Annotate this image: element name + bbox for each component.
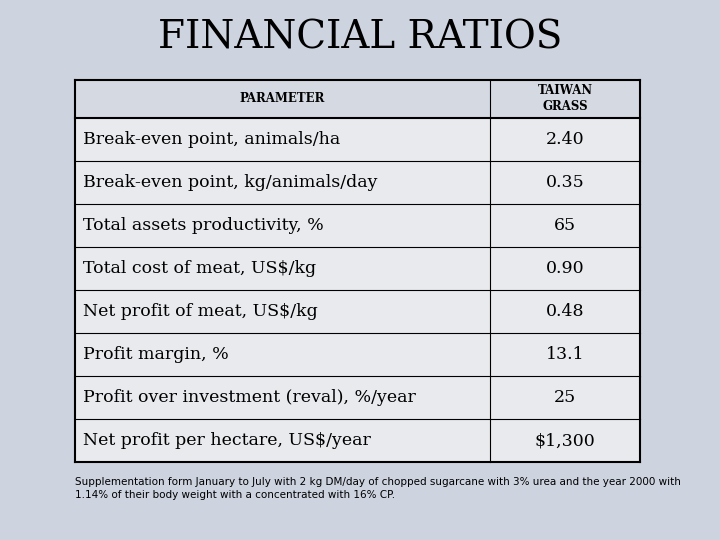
Text: 25: 25	[554, 389, 576, 406]
Text: 0.48: 0.48	[546, 303, 585, 320]
Text: 0.90: 0.90	[546, 260, 585, 277]
Text: FINANCIAL RATIOS: FINANCIAL RATIOS	[158, 19, 562, 57]
Text: 65: 65	[554, 217, 576, 234]
Text: Total assets productivity, %: Total assets productivity, %	[83, 217, 324, 234]
Text: Profit margin, %: Profit margin, %	[83, 346, 229, 363]
Text: 0.35: 0.35	[546, 174, 585, 191]
Text: Net profit per hectare, US$/year: Net profit per hectare, US$/year	[83, 432, 371, 449]
Text: $1,300: $1,300	[535, 432, 595, 449]
Text: Total cost of meat, US$/kg: Total cost of meat, US$/kg	[83, 260, 316, 277]
Bar	[75, 80, 640, 462]
Text: Break-even point, animals/ha: Break-even point, animals/ha	[83, 131, 341, 148]
Text: Net profit of meat, US$/kg: Net profit of meat, US$/kg	[83, 303, 318, 320]
Text: 13.1: 13.1	[546, 346, 585, 363]
Bar	[75, 80, 640, 118]
Text: 2.40: 2.40	[546, 131, 585, 148]
Text: PARAMETER: PARAMETER	[240, 92, 325, 105]
Text: Supplementation form January to July with 2 kg DM/day of chopped sugarcane with : Supplementation form January to July wit…	[75, 477, 681, 500]
Text: TAIWAN
GRASS: TAIWAN GRASS	[538, 84, 593, 113]
Text: Profit over investment (reval), %/year: Profit over investment (reval), %/year	[83, 389, 416, 406]
Text: Break-even point, kg/animals/day: Break-even point, kg/animals/day	[83, 174, 377, 191]
